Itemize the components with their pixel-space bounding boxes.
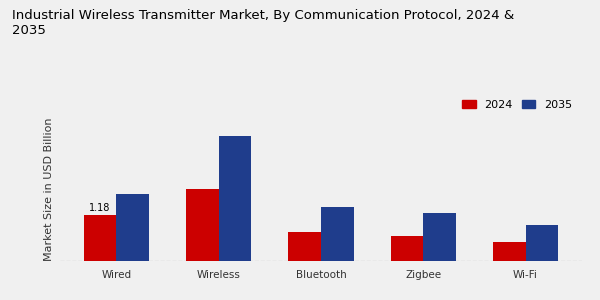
Text: Industrial Wireless Transmitter Market, By Communication Protocol, 2024 &
2035: Industrial Wireless Transmitter Market, … xyxy=(12,9,514,37)
Bar xyxy=(186,189,219,261)
Text: 1.18: 1.18 xyxy=(89,203,111,213)
Bar xyxy=(321,207,354,261)
Legend: 2024, 2035: 2024, 2035 xyxy=(458,96,577,115)
Bar xyxy=(288,232,321,261)
Bar xyxy=(423,213,456,261)
Bar xyxy=(116,194,149,261)
Bar xyxy=(526,225,558,261)
Bar xyxy=(493,242,526,261)
Bar xyxy=(219,136,251,261)
Bar xyxy=(84,215,116,261)
Y-axis label: Market Size in USD Billion: Market Size in USD Billion xyxy=(44,117,55,261)
Bar xyxy=(391,236,423,261)
